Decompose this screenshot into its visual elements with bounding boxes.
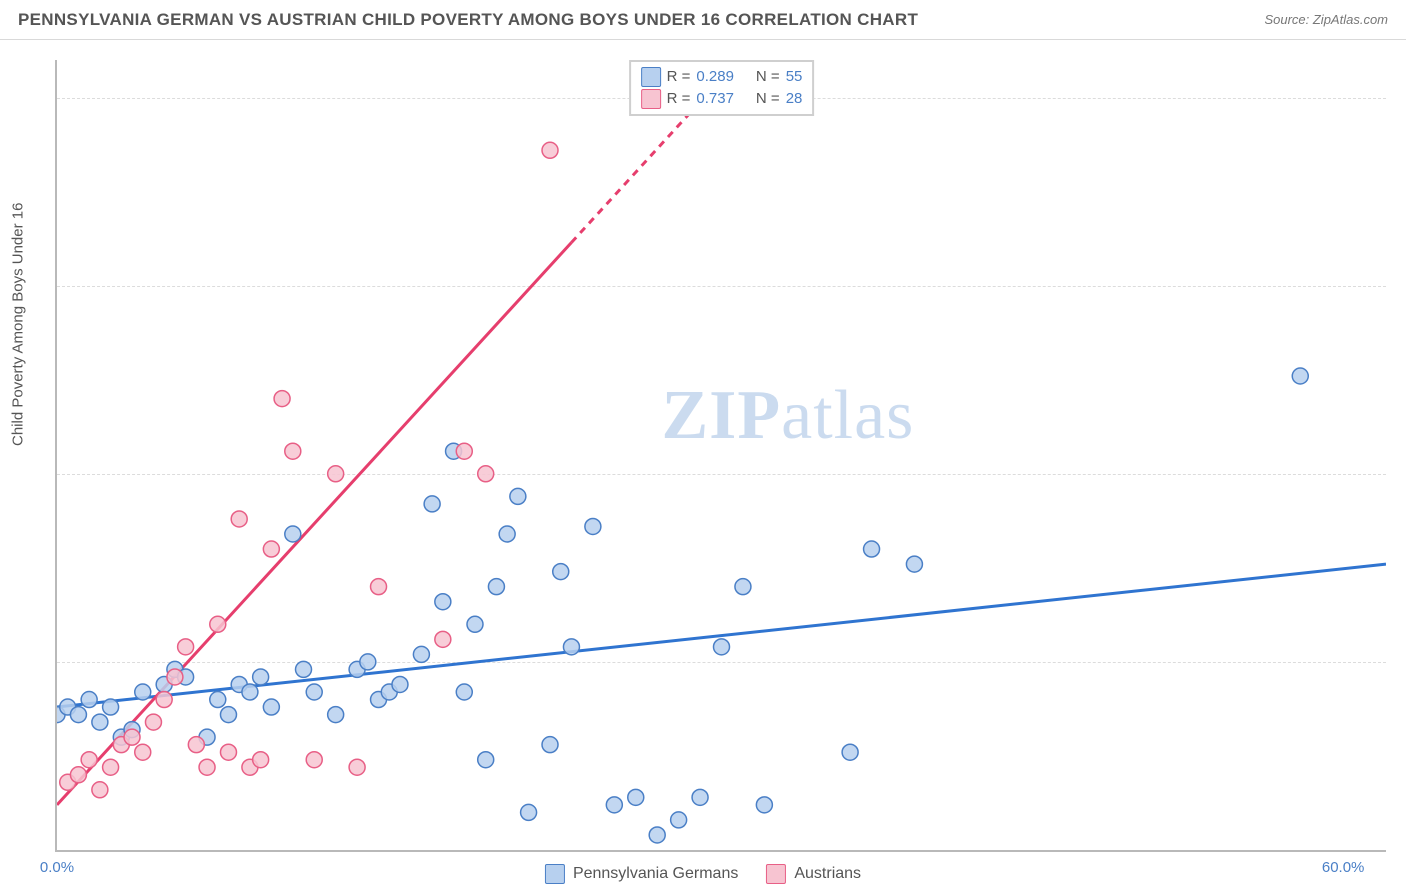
plot-area: ZIPatlas R = 0.289 N = 55 R = 0.737 N = xyxy=(55,60,1386,852)
stats-legend-row: R = 0.289 N = 55 xyxy=(641,66,803,88)
swatch-group-a xyxy=(545,864,565,884)
n-value-b: 28 xyxy=(786,88,803,110)
swatch-series-b xyxy=(641,89,661,109)
title-bar: PENNSYLVANIA GERMAN VS AUSTRIAN CHILD PO… xyxy=(0,0,1406,40)
groups-legend: Pennsylvania Germans Austrians xyxy=(545,864,861,884)
legend-label-a: Pennsylvania Germans xyxy=(573,865,738,883)
legend-label-b: Austrians xyxy=(794,865,861,883)
y-axis-label: Child Poverty Among Boys Under 16 xyxy=(10,203,27,446)
stats-legend-row: R = 0.737 N = 28 xyxy=(641,88,803,110)
x-tick: 0.0% xyxy=(40,859,74,876)
scatter-chart xyxy=(57,60,1386,850)
r-value-a: 0.289 xyxy=(696,66,734,88)
legend-item-b: Austrians xyxy=(766,864,861,884)
swatch-group-b xyxy=(766,864,786,884)
legend-item-a: Pennsylvania Germans xyxy=(545,864,738,884)
swatch-series-a xyxy=(641,67,661,87)
x-tick: 60.0% xyxy=(1322,859,1365,876)
stats-legend: R = 0.289 N = 55 R = 0.737 N = 28 xyxy=(629,60,815,116)
n-value-a: 55 xyxy=(786,66,803,88)
source-label: Source: ZipAtlas.com xyxy=(1264,12,1388,27)
r-value-b: 0.737 xyxy=(696,88,734,110)
chart-title: PENNSYLVANIA GERMAN VS AUSTRIAN CHILD PO… xyxy=(18,10,918,30)
